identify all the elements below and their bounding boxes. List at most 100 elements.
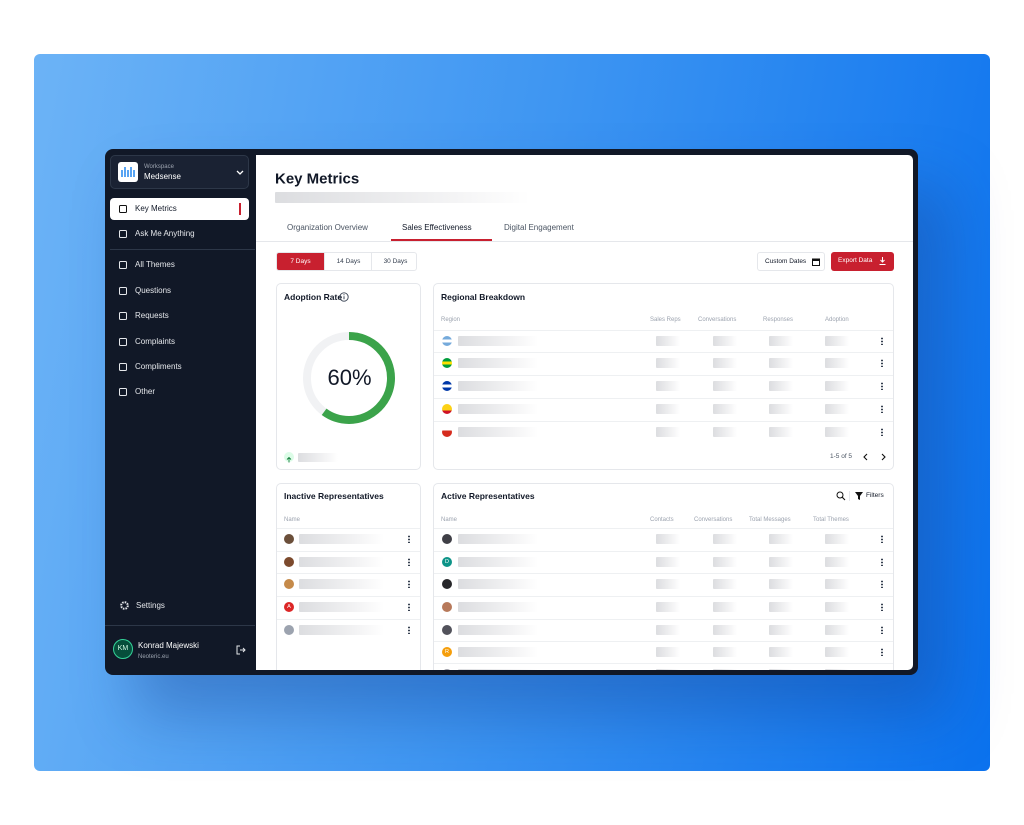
- range-button[interactable]: 30 Days: [371, 253, 416, 270]
- row-divider: [434, 352, 893, 353]
- nav-item[interactable]: Complaints: [135, 337, 176, 346]
- placeholder: [713, 427, 737, 437]
- tab[interactable]: Digital Engagement: [504, 223, 574, 232]
- placeholder: [769, 557, 793, 567]
- column-header: Sales Reps: [650, 317, 681, 323]
- placeholder: [713, 647, 737, 657]
- nav-item[interactable]: Compliments: [135, 362, 182, 371]
- row-menu[interactable]: [881, 382, 883, 390]
- row-divider: [434, 421, 893, 422]
- row-menu[interactable]: [881, 648, 883, 656]
- filter-icon[interactable]: [855, 492, 863, 500]
- row-menu[interactable]: [881, 428, 883, 436]
- row-divider: [434, 641, 893, 642]
- placeholder: [713, 534, 737, 544]
- icon-shape: [120, 601, 129, 610]
- nav-item[interactable]: Key Metrics: [135, 204, 177, 213]
- row-divider: [434, 330, 893, 331]
- placeholder: [656, 358, 680, 368]
- row-divider: [434, 619, 893, 620]
- logout-icon[interactable]: [236, 645, 246, 655]
- nav-item[interactable]: All Themes: [135, 260, 175, 269]
- placeholder: [656, 557, 680, 567]
- placeholder: [458, 404, 538, 414]
- placeholder: [656, 625, 680, 635]
- row-menu[interactable]: [408, 580, 410, 588]
- card-title: Inactive Representatives: [284, 490, 384, 501]
- row-menu[interactable]: [408, 603, 410, 611]
- placeholder: [656, 602, 680, 612]
- nav-item[interactable]: Requests: [135, 311, 169, 320]
- placeholder: [825, 534, 849, 544]
- placeholder: [769, 625, 793, 635]
- icon-shape: [119, 312, 127, 320]
- workspace-logo: [118, 162, 138, 182]
- export-button[interactable]: Export Data: [831, 252, 894, 271]
- search-icon[interactable]: [836, 491, 846, 501]
- custom-dates-button[interactable]: Custom Dates: [757, 252, 825, 271]
- row-menu[interactable]: [881, 337, 883, 345]
- placeholder: [769, 647, 793, 657]
- placeholder: [299, 579, 384, 589]
- active-card: Active Representatives Filters Name Conta…: [433, 483, 894, 670]
- placeholder: [458, 358, 538, 368]
- placeholder: [298, 453, 338, 462]
- pager-arrows[interactable]: [862, 453, 892, 461]
- row-menu[interactable]: [881, 603, 883, 611]
- row-menu[interactable]: [408, 535, 410, 543]
- nav-icon: [119, 363, 127, 371]
- nav-icon: [119, 261, 127, 269]
- workspace-switcher[interactable]: Workspace Medsense: [110, 155, 249, 189]
- avatar: D: [442, 557, 452, 567]
- row-menu[interactable]: [408, 626, 410, 634]
- nav-item[interactable]: Other: [135, 387, 156, 396]
- range-button[interactable]: 7 Days: [277, 253, 324, 270]
- avatar: [284, 557, 294, 567]
- column-header: Total Messages: [749, 517, 791, 523]
- placeholder: [656, 534, 680, 544]
- row-divider: [277, 619, 420, 620]
- row-divider: [434, 398, 893, 399]
- row-divider: [277, 528, 420, 529]
- avatar: [284, 579, 294, 589]
- placeholder: [458, 669, 538, 670]
- nav-icon: [119, 388, 127, 396]
- divider: [105, 625, 255, 626]
- button-label: 7 Days: [290, 257, 311, 265]
- workspace-name: Medsense: [144, 172, 181, 181]
- placeholder: [458, 381, 538, 391]
- filters-label[interactable]: Filters: [866, 491, 884, 499]
- row-menu[interactable]: [881, 535, 883, 543]
- nav-item[interactable]: Questions: [135, 286, 172, 295]
- row-menu[interactable]: [881, 405, 883, 413]
- icon-shape: [119, 363, 127, 371]
- row-menu[interactable]: [881, 580, 883, 588]
- tab[interactable]: Organization Overview: [287, 223, 368, 232]
- placeholder: [299, 557, 384, 567]
- range-button[interactable]: 14 Days: [324, 253, 371, 270]
- info-icon[interactable]: [339, 292, 349, 302]
- placeholder: [825, 336, 849, 346]
- settings-item[interactable]: Settings: [136, 601, 165, 610]
- row-menu[interactable]: [408, 558, 410, 566]
- row-divider: [434, 551, 893, 552]
- column-header: Name: [441, 517, 458, 523]
- row-menu[interactable]: [881, 558, 883, 566]
- row-menu[interactable]: [881, 359, 883, 367]
- placeholder: [458, 579, 538, 589]
- placeholder: [825, 602, 849, 612]
- tab[interactable]: Sales Effectiveness: [402, 223, 472, 232]
- column-header: Name: [284, 517, 301, 523]
- user-avatar: KM: [113, 639, 133, 659]
- placeholder: [713, 669, 737, 670]
- placeholder: [769, 427, 793, 437]
- nav-icon: [119, 338, 127, 346]
- avatar: [442, 625, 452, 635]
- nav-item[interactable]: Ask Me Anything: [135, 229, 195, 238]
- row-divider: [434, 663, 893, 664]
- workspace-label: Workspace: [144, 164, 174, 170]
- placeholder: [656, 404, 680, 414]
- avatar: R: [442, 647, 452, 657]
- row-menu[interactable]: [881, 626, 883, 634]
- trend-icon: [286, 456, 292, 463]
